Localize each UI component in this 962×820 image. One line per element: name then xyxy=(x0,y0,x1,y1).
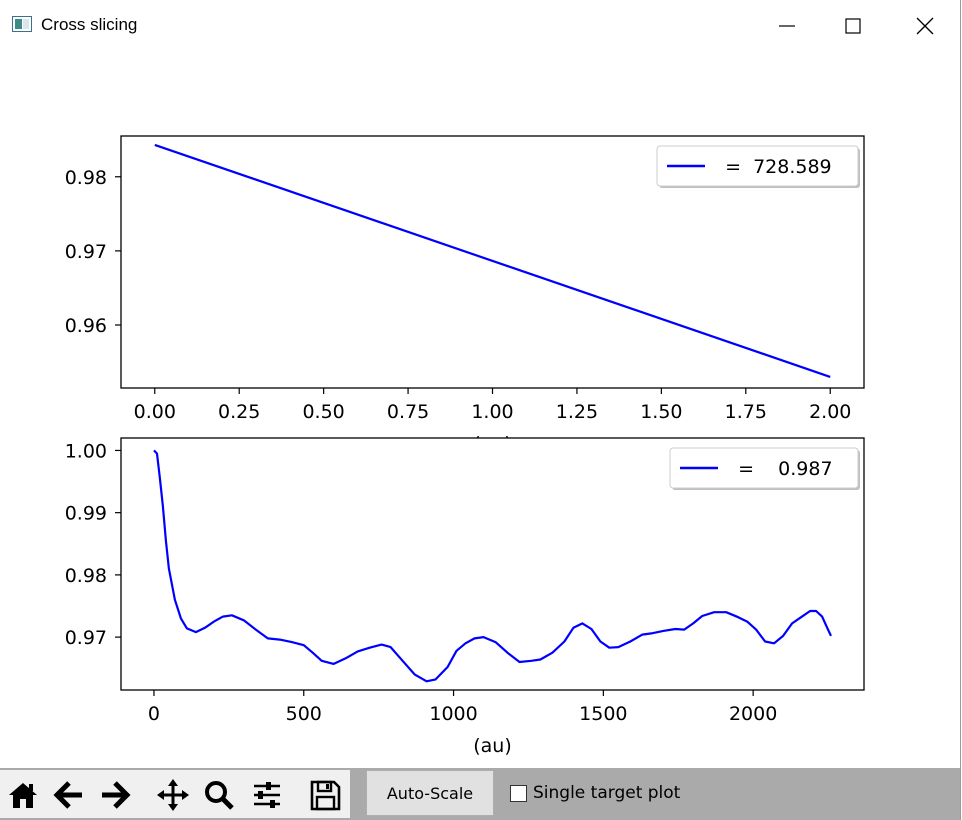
save-icon xyxy=(310,780,341,811)
series-line-1 xyxy=(153,449,832,683)
home-icon xyxy=(9,783,37,808)
app-icon xyxy=(12,16,32,32)
back-icon xyxy=(53,781,82,809)
x-tick-label: 1000 xyxy=(429,703,477,725)
y-tick-label: 0.97 xyxy=(65,627,107,649)
legend-label: = 728.589 xyxy=(713,156,832,178)
x-tick-label: 1.50 xyxy=(640,401,682,423)
axes-2: (au) 0 500 1000 1500 2000 0.97 0.98 0.99 1.00 = 0… xyxy=(65,437,865,757)
y-tick-label: 0.97 xyxy=(65,241,107,263)
close-icon xyxy=(916,17,934,35)
maximize-button[interactable] xyxy=(820,0,886,52)
x-axis-label: (au) xyxy=(473,735,512,757)
x-tick-label: 0.75 xyxy=(387,401,429,423)
axes-1: (au)0.000.250.500.751.001.251.501.752.00… xyxy=(65,135,865,455)
figure-canvas[interactable]: (au) 0.00 0.25 0.50 0.75 1.00 1.25 1.50 1.75 2.00… xyxy=(0,52,960,768)
forward-icon xyxy=(102,781,131,809)
checkbox-box[interactable] xyxy=(510,784,527,802)
pan-icon xyxy=(157,779,189,811)
back-button[interactable] xyxy=(52,778,86,812)
single-target-label: Single target plot xyxy=(533,783,681,803)
figure-svg[interactable]: (au) 0.00 0.25 0.50 0.75 1.00 1.25 1.50 1.75 2.00… xyxy=(0,52,960,768)
forward-button[interactable] xyxy=(98,778,132,812)
maximize-icon xyxy=(845,18,861,34)
y-tick-label: 0.99 xyxy=(65,503,107,525)
x-tick-label: 1500 xyxy=(579,703,627,725)
single-target-checkbox[interactable]: Single target plot xyxy=(510,782,680,804)
tool-button-group xyxy=(0,770,350,818)
y-tick-label: 0.98 xyxy=(65,565,107,587)
configure-subplots-button[interactable] xyxy=(250,778,284,812)
zoom-button[interactable] xyxy=(202,778,236,812)
autoscale-button[interactable]: Auto-Scale xyxy=(366,770,494,816)
minimize-button[interactable] xyxy=(754,0,820,52)
x-tick-label: 1.00 xyxy=(471,401,513,423)
x-tick-label: 2000 xyxy=(729,703,777,725)
y-tick-label: 0.98 xyxy=(65,167,107,189)
y-tick-label: 1.00 xyxy=(65,440,107,462)
window-title: Cross slicing xyxy=(41,15,138,34)
x-tick-label: 500 xyxy=(286,703,322,725)
x-tick-label: 0.50 xyxy=(302,401,344,423)
minimize-icon xyxy=(779,25,795,27)
x-tick-label: 0.25 xyxy=(218,401,260,423)
legend-box xyxy=(656,145,859,187)
zoom-icon xyxy=(205,781,234,810)
close-button[interactable] xyxy=(892,0,958,52)
series-line-1 xyxy=(154,143,831,378)
legend-label: = 0.987 xyxy=(726,458,833,480)
legend-box xyxy=(669,447,859,489)
x-tick-label: 2.00 xyxy=(809,401,851,423)
title-bar[interactable]: Cross slicing xyxy=(0,0,960,52)
x-tick-label: 0 xyxy=(148,703,160,725)
x-tick-label: 1.25 xyxy=(556,401,598,423)
home-button[interactable] xyxy=(6,778,40,812)
x-tick-label: 1.75 xyxy=(725,401,767,423)
configure-subplots-icon xyxy=(254,782,280,808)
navigation-toolbar: Auto-Scale Single target plot xyxy=(0,768,960,820)
save-button[interactable] xyxy=(308,778,342,812)
pan-button[interactable] xyxy=(156,778,190,812)
x-tick-label: 0.00 xyxy=(134,401,176,423)
y-tick-label: 0.96 xyxy=(65,315,107,337)
